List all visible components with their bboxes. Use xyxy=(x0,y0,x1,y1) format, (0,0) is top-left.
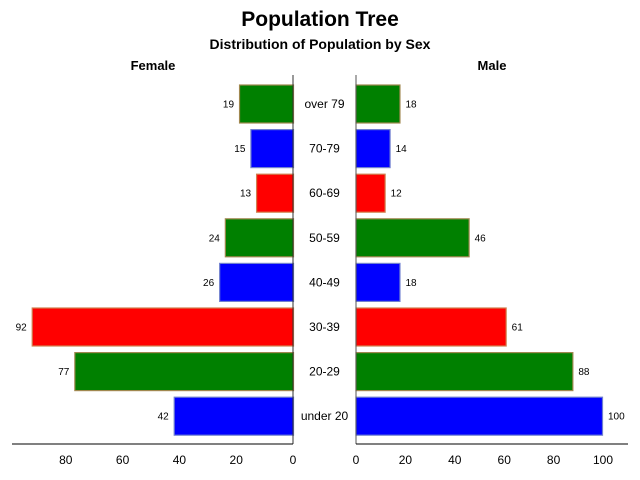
category-label: over 79 xyxy=(304,97,344,111)
male-bar-2 xyxy=(355,173,386,213)
male-data-label: 46 xyxy=(475,233,487,244)
female-bar-6 xyxy=(74,352,295,392)
male-bar-6 xyxy=(355,352,574,392)
female-tick-label: 0 xyxy=(290,453,297,467)
category-label: 30-39 xyxy=(309,320,340,334)
female-bar-0 xyxy=(238,84,295,124)
male-data-label: 61 xyxy=(512,323,524,334)
category-label: 70-79 xyxy=(309,142,340,156)
female-data-label: 19 xyxy=(223,100,235,111)
category-label: 60-69 xyxy=(309,186,340,200)
category-label: 50-59 xyxy=(309,231,340,245)
male-bar-4 xyxy=(355,262,401,302)
female-data-label: 92 xyxy=(16,323,28,334)
female-bar-2 xyxy=(255,173,295,213)
male-data-label: 100 xyxy=(608,412,625,423)
male-data-label: 18 xyxy=(405,278,417,289)
male-tick-label: 100 xyxy=(593,453,613,467)
male-bar-3 xyxy=(355,218,470,258)
male-bar-7 xyxy=(355,396,604,436)
male-data-label: 88 xyxy=(578,367,590,378)
male-data-label: 12 xyxy=(391,189,403,200)
chart-subtitle: Distribution of Population by Sex xyxy=(209,36,431,52)
female-tick-label: 60 xyxy=(116,453,130,467)
female-tick-label: 20 xyxy=(230,453,244,467)
male-tick-label: 0 xyxy=(353,453,360,467)
female-bar-5 xyxy=(31,307,295,347)
male-label: Male xyxy=(478,58,507,73)
male-bar-1 xyxy=(355,129,391,169)
male-tick-label: 20 xyxy=(399,453,413,467)
male-tick-label: 60 xyxy=(498,453,512,467)
female-bar-7 xyxy=(173,396,295,436)
female-data-label: 15 xyxy=(234,144,246,155)
female-tick-label: 40 xyxy=(173,453,187,467)
female-bar-4 xyxy=(219,262,295,302)
chart-title: Population Tree xyxy=(241,8,399,31)
female-data-label: 24 xyxy=(209,233,221,244)
female-data-label: 13 xyxy=(240,189,252,200)
male-tick-label: 80 xyxy=(547,453,561,467)
female-tick-label: 80 xyxy=(59,453,73,467)
female-data-label: 26 xyxy=(203,278,215,289)
female-bar-1 xyxy=(250,129,295,169)
male-data-label: 18 xyxy=(405,100,417,111)
female-data-label: 77 xyxy=(58,367,70,378)
category-label: 20-29 xyxy=(309,365,340,379)
female-data-label: 42 xyxy=(158,412,170,423)
male-bar-5 xyxy=(355,307,507,347)
male-bar-0 xyxy=(355,84,401,124)
female-label: Female xyxy=(131,58,176,73)
category-label: 40-49 xyxy=(309,275,340,289)
male-tick-label: 40 xyxy=(448,453,462,467)
male-data-label: 14 xyxy=(396,144,408,155)
female-bar-3 xyxy=(224,218,295,258)
category-label: under 20 xyxy=(301,409,349,423)
